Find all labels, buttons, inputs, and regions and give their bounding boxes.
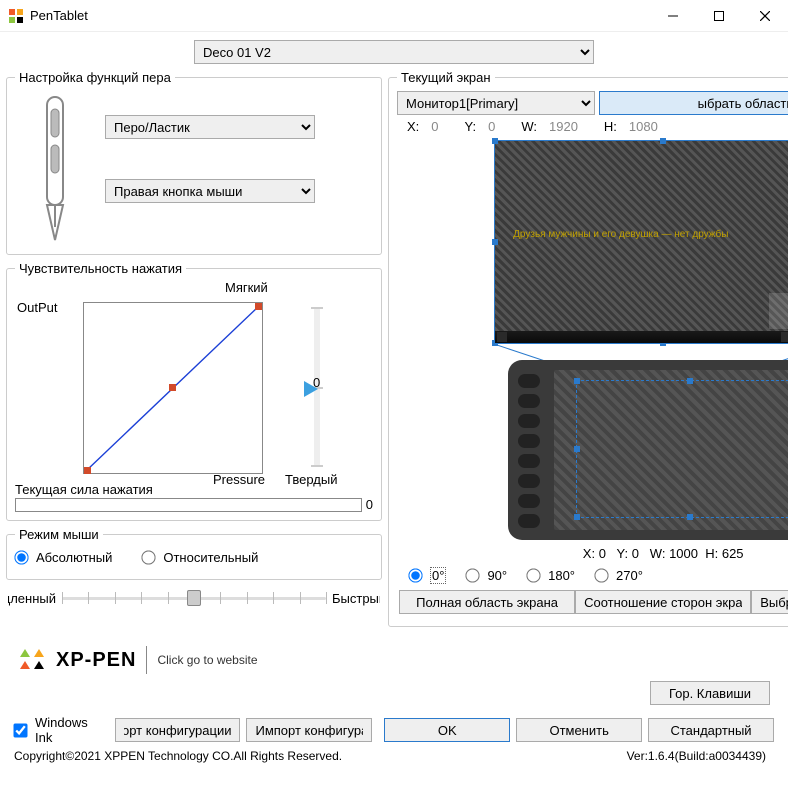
tablet-preview[interactable] [508, 360, 788, 540]
copyright-text: Copyright©2021 XPPEN Technology CO.All R… [14, 749, 342, 763]
rotation-180[interactable]: 180° [527, 568, 575, 583]
tablet-coordinates: X: 0 Y: 0 W: 1000 H: 625 [397, 544, 788, 563]
close-button[interactable] [742, 0, 788, 32]
window-title: PenTablet [30, 8, 88, 23]
maximize-button[interactable] [696, 0, 742, 32]
full-area-button[interactable]: Полная область экрана [399, 590, 575, 614]
pressure-curve-chart[interactable] [83, 302, 263, 474]
projection-lines [494, 346, 788, 360]
minimize-button[interactable] [650, 0, 696, 32]
mouse-mode-legend: Режим мыши [15, 527, 103, 542]
pen-bottom-button-select[interactable]: Правая кнопка мыши [105, 179, 315, 203]
rotation-0[interactable]: 0° [409, 567, 446, 584]
rotation-90[interactable]: 90° [466, 568, 507, 583]
tablet-express-keys [518, 374, 540, 528]
select-screen-area-button[interactable]: ыбрать область экран [599, 91, 788, 115]
mouse-mode-relative[interactable]: Относительный [142, 550, 258, 565]
pressure-slider-value: 0 [313, 375, 320, 390]
speed-label-slow: Медленный [8, 591, 56, 606]
manual-area-button[interactable]: Выбрать рабочую область [751, 590, 788, 614]
pressure-legend: Чувствительность нажатия [15, 261, 186, 276]
hotkeys-button[interactable]: Гор. Клавиши [650, 681, 770, 705]
screen-overlay-text: Друзья мужчины и его девушка — нет дружб… [513, 229, 728, 240]
brand-link[interactable]: Click go to website [157, 653, 257, 667]
current-screen-legend: Текущий экран [397, 70, 495, 85]
windows-ink-checkbox[interactable]: Windows Ink [14, 715, 109, 745]
label-hard: Твердый [285, 472, 341, 487]
pressure-group: Чувствительность нажатия OutPut Мягкий P… [6, 261, 382, 521]
export-config-button[interactable]: Экспорт конфигурации [115, 718, 241, 742]
pen-functions-legend: Настройка функций пера [15, 70, 175, 85]
current-force-bar [15, 498, 362, 512]
label-output: OutPut [17, 300, 57, 315]
mouse-mode-group: Режим мыши Абсолютный Относительный [6, 527, 382, 580]
monitor-select[interactable]: Монитор1[Primary] [397, 91, 595, 115]
desktop-window-icon [769, 293, 788, 329]
mouse-mode-absolute[interactable]: Абсолютный [15, 550, 112, 565]
rotation-270[interactable]: 270° [595, 568, 643, 583]
taskbar-icon [495, 331, 788, 343]
pressure-softness-slider[interactable]: 0 [287, 302, 347, 472]
app-icon [8, 8, 24, 24]
screen-coordinates: X:0 Y:0 W:1920 H:1080 [407, 119, 788, 134]
device-select[interactable]: Deco 01 V2 [194, 40, 594, 64]
current-force-value: 0 [366, 497, 373, 512]
ok-button[interactable]: OK [384, 718, 510, 742]
pen-top-button-select[interactable]: Перо/Ластик [105, 115, 315, 139]
label-soft: Мягкий [225, 280, 268, 295]
label-pressure-axis: Pressure [213, 472, 265, 487]
version-text: Ver:1.6.4(Build:a0034439) [627, 749, 766, 763]
rotation-options: 0° 90° 180° 270° [397, 563, 788, 590]
brand-divider [146, 646, 147, 674]
aspect-ratio-button[interactable]: Соотношение сторон экрана [575, 590, 751, 614]
brand-logo[interactable]: XP-PEN [14, 643, 136, 677]
mouse-speed-slider[interactable] [62, 586, 326, 610]
radio-absolute[interactable] [14, 550, 28, 564]
current-screen-group: Текущий экран Монитор1[Primary] ыбрать о… [388, 70, 788, 627]
pen-icon [15, 91, 95, 246]
import-config-button[interactable]: Импорт конфигурации [246, 718, 372, 742]
default-button[interactable]: Стандартный [648, 718, 774, 742]
screen-preview[interactable]: Друзья мужчины и его девушка — нет дружб… [494, 140, 788, 344]
titlebar: PenTablet [0, 0, 788, 32]
cancel-button[interactable]: Отменить [516, 718, 642, 742]
pen-functions-group: Настройка функций пера Перо/Ла [6, 70, 382, 255]
speed-label-fast: Быстрый [332, 591, 380, 606]
radio-relative[interactable] [142, 550, 156, 564]
brand-name: XP-PEN [56, 649, 136, 672]
